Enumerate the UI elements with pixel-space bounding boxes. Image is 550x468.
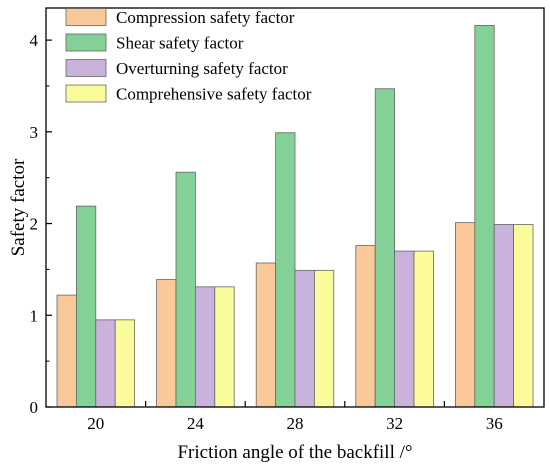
bar-1-3 — [374, 88, 396, 408]
legend-swatch-0 — [65, 8, 107, 26]
bar-3-3 — [413, 250, 434, 408]
x-axis-title: Friction angle of the backfill /° — [177, 442, 412, 463]
y-tick-label-0: 0 — [30, 398, 39, 417]
legend: Compression safety factor Shear safety fa… — [65, 8, 312, 104]
legend-swatch-2 — [65, 59, 107, 77]
bar-0-1 — [156, 279, 177, 408]
bar-3-2 — [313, 269, 335, 408]
y-tick-label-3: 3 — [30, 123, 39, 142]
ticks-layer: 20 24 28 32 36 0 1 2 3 4 — [30, 31, 503, 433]
bar-2-2 — [294, 269, 315, 408]
legend-label-0: Compression safety factor — [116, 8, 295, 27]
bar-3-4 — [513, 224, 534, 408]
bar-2-4 — [493, 224, 515, 408]
y-tick-label-2: 2 — [30, 215, 39, 234]
y-tick-label-1: 1 — [30, 306, 39, 325]
bar-0-3 — [355, 245, 376, 408]
bar-3-1 — [214, 286, 235, 408]
y-tick-label-4: 4 — [30, 31, 39, 50]
bar-1-4 — [474, 25, 495, 408]
x-tick-label-0: 20 — [87, 414, 104, 433]
bar-2-0 — [95, 319, 116, 408]
x-tick-label-2: 28 — [287, 414, 304, 433]
x-tick-label-4: 36 — [486, 414, 503, 433]
bar-3-0 — [114, 319, 135, 408]
bar-2-3 — [394, 250, 415, 408]
legend-label-2: Overturning safety factor — [116, 59, 288, 78]
legend-swatch-1 — [65, 33, 107, 52]
legend-label-3: Comprehensive safety factor — [116, 85, 312, 104]
plot-frame — [45, 7, 545, 408]
legend-label-1: Shear safety factor — [116, 34, 244, 53]
bars-layer — [56, 25, 534, 408]
bar-1-2 — [275, 132, 296, 408]
y-axis-title: Safety factor — [8, 158, 29, 256]
x-tick-label-1: 24 — [187, 414, 205, 433]
bar-0-4 — [454, 222, 476, 408]
x-tick-label-3: 32 — [386, 414, 403, 433]
bar-1-0 — [76, 205, 97, 408]
bar-0-0 — [56, 294, 77, 408]
bar-2-1 — [194, 286, 216, 408]
bar-0-2 — [255, 262, 277, 408]
legend-swatch-3 — [65, 84, 107, 103]
bar-1-1 — [175, 171, 196, 408]
